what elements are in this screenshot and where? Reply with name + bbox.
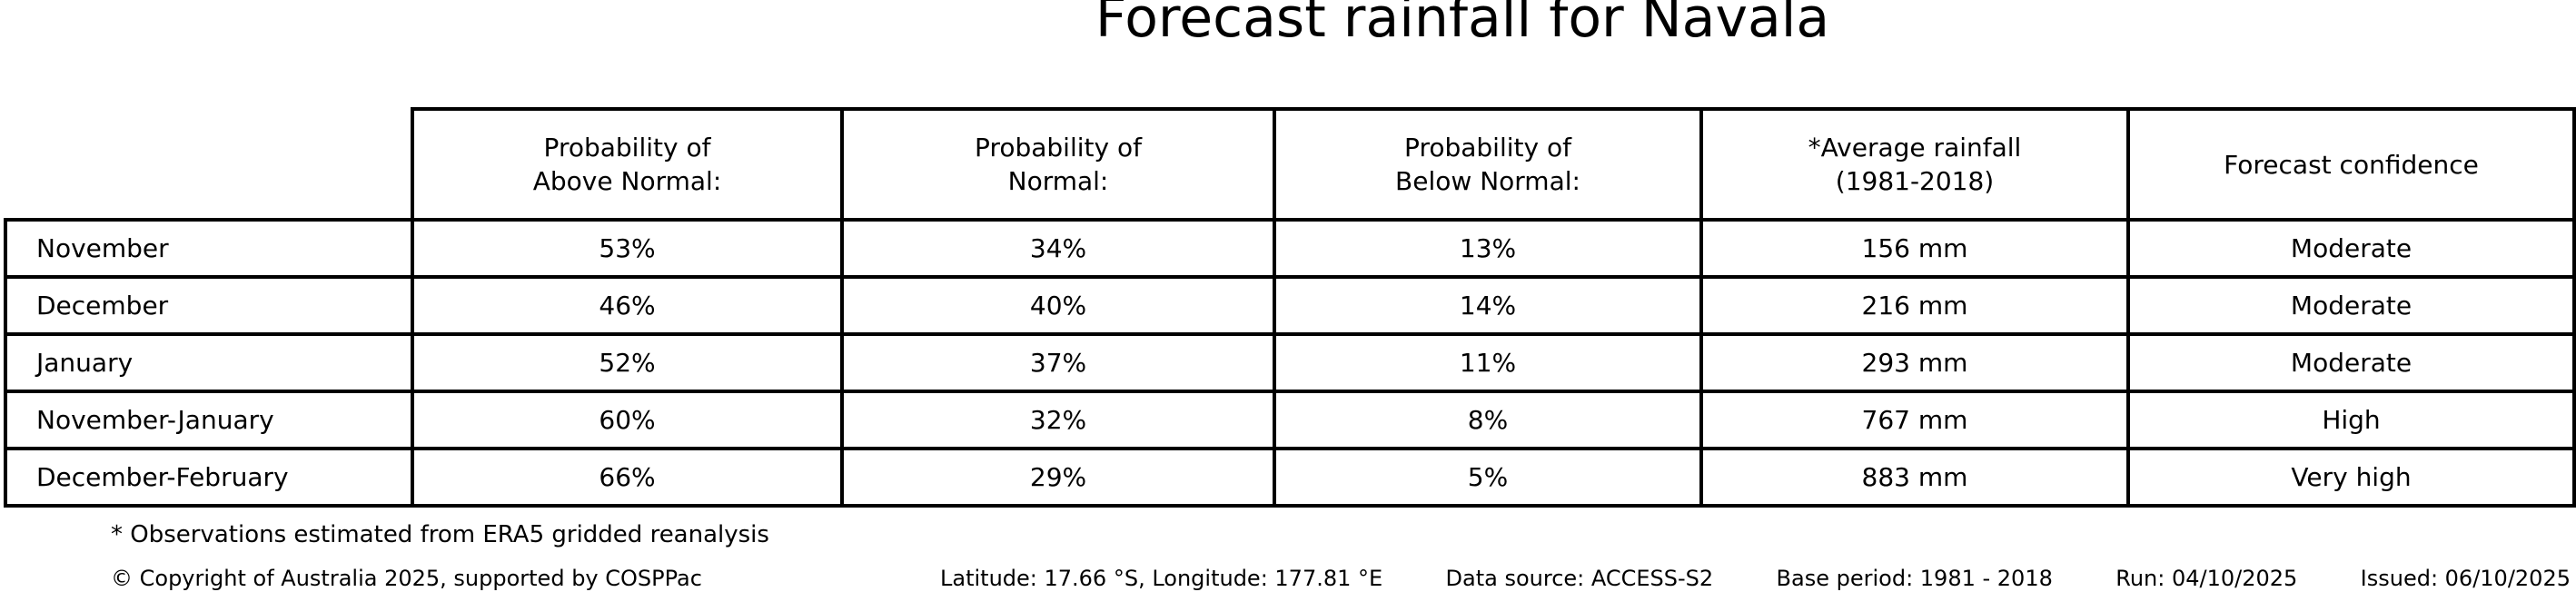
header-line: Probability of xyxy=(543,133,711,163)
header-line: Below Normal: xyxy=(1395,166,1580,196)
table-header-row: Probability of Above Normal: Probability… xyxy=(5,107,2576,222)
footer-meta: Latitude: 17.66 °S, Longitude: 177.81 °E… xyxy=(940,565,2571,592)
confidence-cell: High xyxy=(2126,390,2576,450)
below-normal-cell: 8% xyxy=(1273,390,1703,450)
footnote-text: * Observations estimated from ERA5 gridd… xyxy=(111,521,769,548)
above-normal-cell: 46% xyxy=(411,275,844,336)
forecast-table: Probability of Above Normal: Probability… xyxy=(4,107,2576,508)
header-forecast-confidence: Forecast confidence xyxy=(2126,107,2576,222)
table-row: January 52% 37% 11% 293 mm Moderate xyxy=(4,332,2576,393)
below-normal-cell: 13% xyxy=(1273,218,1703,279)
normal-cell: 32% xyxy=(840,390,1276,450)
above-normal-cell: 53% xyxy=(411,218,844,279)
header-line: Probability of xyxy=(975,133,1142,163)
header-above-normal: Probability of Above Normal: xyxy=(411,107,844,222)
month-cell: November xyxy=(4,218,414,279)
confidence-cell: Moderate xyxy=(2126,332,2576,393)
header-line: Above Normal: xyxy=(532,166,722,196)
below-normal-cell: 14% xyxy=(1273,275,1703,336)
average-rainfall-cell: 216 mm xyxy=(1699,275,2130,336)
normal-cell: 37% xyxy=(840,332,1276,393)
header-normal: Probability of Normal: xyxy=(840,107,1276,222)
header-line: (1981-2018) xyxy=(1835,166,1995,196)
page-title: Forecast rainfall for Navala xyxy=(1095,0,1830,50)
normal-cell: 29% xyxy=(840,447,1276,508)
month-cell: December xyxy=(4,275,414,336)
average-rainfall-cell: 156 mm xyxy=(1699,218,2130,279)
below-normal-cell: 5% xyxy=(1273,447,1703,508)
run-date-text: Run: 04/10/2025 xyxy=(2115,566,2298,591)
header-line: *Average rainfall xyxy=(1808,133,2022,163)
average-rainfall-cell: 883 mm xyxy=(1699,447,2130,508)
header-corner-blank xyxy=(5,109,412,220)
table-row: December 46% 40% 14% 216 mm Moderate xyxy=(4,275,2576,336)
data-source-text: Data source: ACCESS-S2 xyxy=(1445,566,1714,591)
average-rainfall-cell: 767 mm xyxy=(1699,390,2130,450)
normal-cell: 34% xyxy=(840,218,1276,279)
issued-date-text: Issued: 06/10/2025 xyxy=(2360,566,2571,591)
confidence-cell: Moderate xyxy=(2126,275,2576,336)
confidence-cell: Moderate xyxy=(2126,218,2576,279)
header-line: Probability of xyxy=(1404,133,1571,163)
confidence-cell: Very high xyxy=(2126,447,2576,508)
header-line: Forecast confidence xyxy=(2224,149,2479,180)
copyright-text: © Copyright of Australia 2025, supported… xyxy=(111,566,702,591)
average-rainfall-cell: 293 mm xyxy=(1699,332,2130,393)
table-row: December-February 66% 29% 5% 883 mm Very… xyxy=(4,447,2576,508)
base-period-text: Base period: 1981 - 2018 xyxy=(1776,566,2053,591)
above-normal-cell: 60% xyxy=(411,390,844,450)
header-line: Normal: xyxy=(1007,166,1109,196)
normal-cell: 40% xyxy=(840,275,1276,336)
below-normal-cell: 11% xyxy=(1273,332,1703,393)
header-below-normal: Probability of Below Normal: xyxy=(1273,107,1703,222)
above-normal-cell: 66% xyxy=(411,447,844,508)
coordinates-text: Latitude: 17.66 °S, Longitude: 177.81 °E xyxy=(940,566,1383,591)
table-row: November 53% 34% 13% 156 mm Moderate xyxy=(4,218,2576,279)
month-cell: November-January xyxy=(4,390,414,450)
month-cell: December-February xyxy=(4,447,414,508)
header-average-rainfall: *Average rainfall (1981-2018) xyxy=(1699,107,2130,222)
month-cell: January xyxy=(4,332,414,393)
above-normal-cell: 52% xyxy=(411,332,844,393)
table-row: November-January 60% 32% 8% 767 mm High xyxy=(4,390,2576,450)
